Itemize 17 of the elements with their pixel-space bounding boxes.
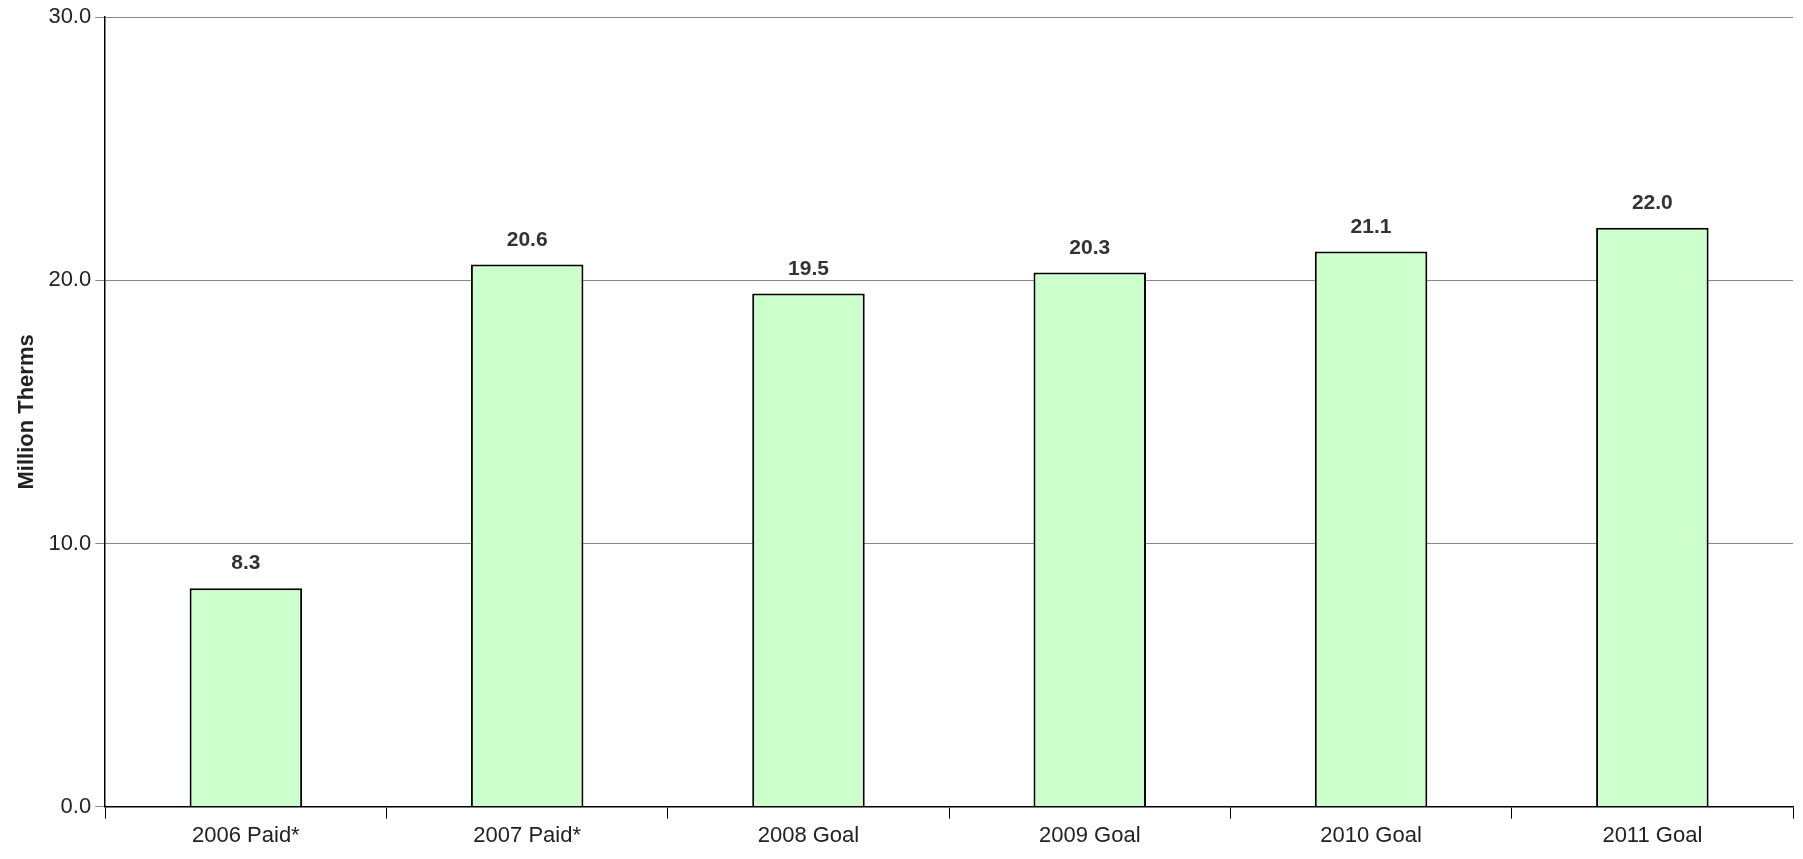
data-label: 22.0 xyxy=(1631,190,1673,213)
y-tick-label: 20.0 xyxy=(48,266,92,292)
x-tick-label: 2010 Goal xyxy=(1320,821,1422,847)
x-tick-label: 2008 Goal xyxy=(757,821,860,847)
x-tick-label: 2009 Goal xyxy=(1038,821,1141,847)
y-tick-label: 10.0 xyxy=(48,529,92,555)
y-axis-title: Million Therms xyxy=(13,334,39,490)
y-tick-label: 30.0 xyxy=(48,3,92,29)
x-tick-label: 2006 Paid* xyxy=(192,821,301,847)
data-label: 8.3 xyxy=(231,550,261,574)
data-label: 20.6 xyxy=(506,226,548,250)
data-label: 20.3 xyxy=(1069,234,1111,258)
data-label: 19.5 xyxy=(788,255,830,279)
x-tick-label: 2007 Paid* xyxy=(473,821,582,847)
data-label: 21.1 xyxy=(1350,213,1392,237)
x-tick-label: 2011 Goal xyxy=(1602,821,1703,847)
y-tick-label: 0.0 xyxy=(60,792,92,818)
